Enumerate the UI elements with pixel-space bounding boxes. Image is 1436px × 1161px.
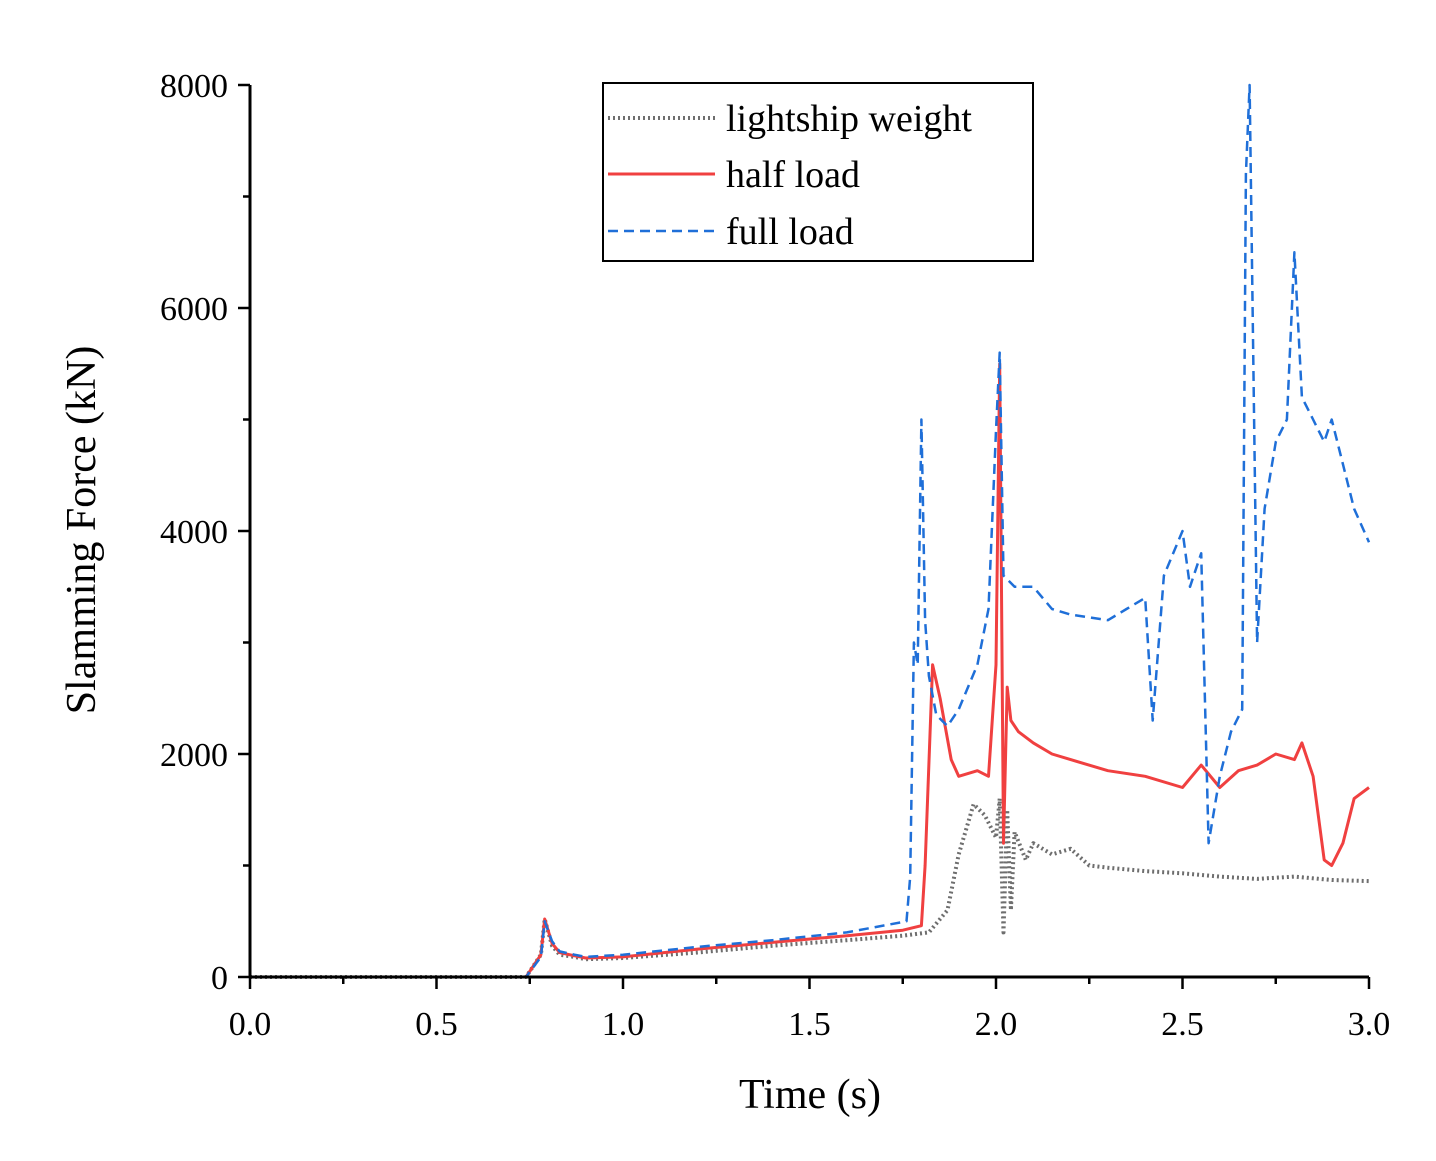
series-line-lightship-weight [250, 796, 1370, 979]
x-tick-label: 3.0 [1348, 1006, 1391, 1043]
y-axis-title: Slamming Force (kN) [59, 346, 105, 715]
plot-series [250, 83, 1371, 979]
axes [238, 83, 1371, 989]
legend: lightship weight half load full load [602, 82, 1034, 262]
y-tick-label: 0 [211, 960, 228, 997]
y-tick-label: 2000 [160, 737, 228, 774]
x-tick-label: 0.0 [229, 1006, 272, 1043]
tick-labels: 0.0 0.5 1.0 1.5 2.0 2.5 3.0 0 2000 4000 6000 8000 [160, 68, 1390, 1043]
x-axis-title: Time (s) [739, 1072, 881, 1118]
x-tick-label: 2.0 [975, 1006, 1018, 1043]
series-line-half-load [250, 362, 1370, 979]
x-tick-label: 1.5 [788, 1006, 831, 1043]
y-tick-label: 4000 [160, 514, 228, 551]
legend-label-full-load: full load [726, 211, 854, 253]
x-tick-label: 0.5 [415, 1006, 458, 1043]
y-tick-label: 6000 [160, 291, 228, 328]
x-tick-label: 2.5 [1161, 1006, 1204, 1043]
y-tick-label: 8000 [160, 68, 228, 105]
series-line-full-load [250, 83, 1371, 979]
legend-label-half-load: half load [726, 154, 860, 196]
legend-label-lightship-weight: lightship weight [726, 98, 972, 140]
x-tick-label: 1.0 [602, 1006, 645, 1043]
